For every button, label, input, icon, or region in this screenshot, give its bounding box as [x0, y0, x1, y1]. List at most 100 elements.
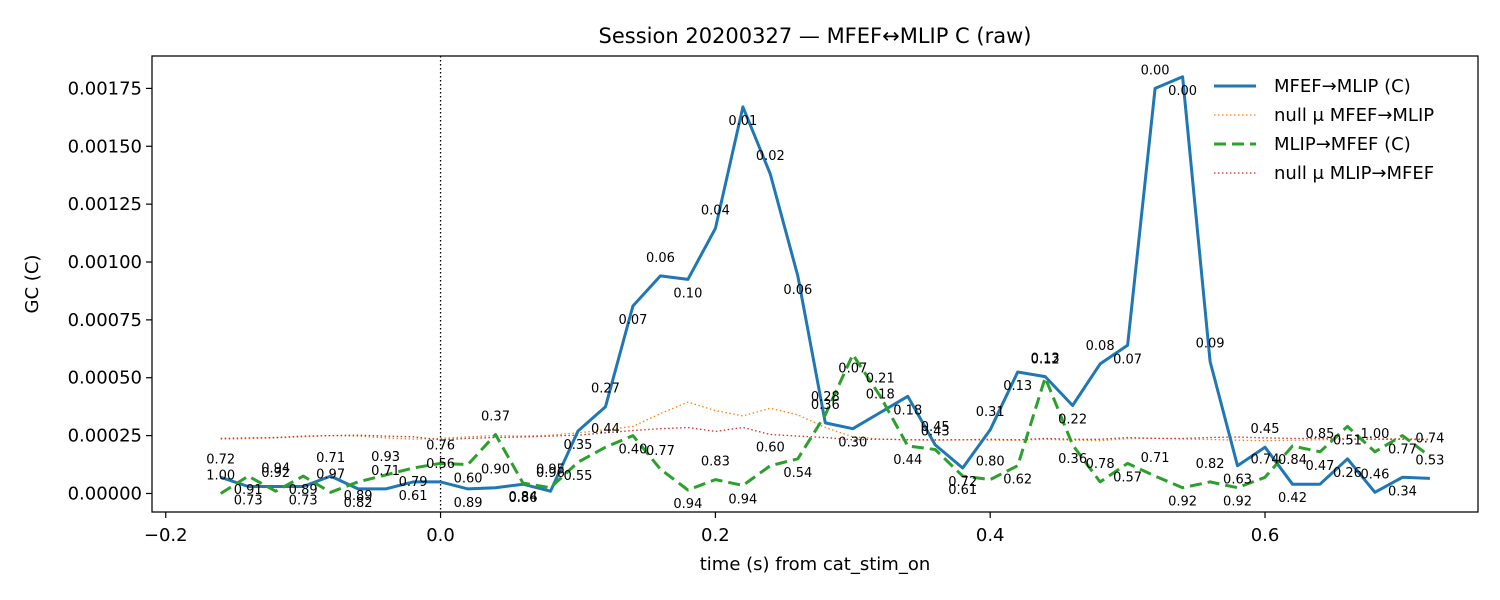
pvalue-label: 0.80 — [976, 455, 1005, 470]
pvalue-label: 0.10 — [673, 286, 702, 301]
y-tick-label: 0.00000 — [68, 483, 142, 504]
pvalue-label: 0.96 — [536, 466, 565, 481]
pvalue-label: 0.60 — [756, 441, 785, 456]
pvalue-label: 0.45 — [1251, 422, 1280, 437]
pvalue-label: 1.00 — [206, 468, 235, 483]
y-tick-label: 0.00075 — [68, 310, 142, 331]
x-tick-label: 0.4 — [976, 525, 1005, 546]
pvalue-label: 0.71 — [316, 451, 345, 466]
pvalue-label: 0.36 — [1058, 452, 1087, 467]
pvalue-label: 0.13 — [1031, 352, 1060, 367]
y-tick-label: 0.00175 — [68, 78, 142, 99]
pvalue-label: 0.55 — [563, 469, 592, 484]
pvalue-label: 0.00 — [1168, 84, 1197, 99]
pvalue-label: 0.36 — [811, 398, 840, 413]
pvalue-label: 0.51 — [1333, 433, 1362, 448]
pvalue-label: 0.40 — [618, 443, 647, 458]
pvalue-label: 0.28 — [811, 390, 840, 405]
y-tick-label: 0.00125 — [68, 194, 142, 215]
legend-label: MLIP→MFEF (C) — [1274, 134, 1411, 155]
y-tick-label: 0.00150 — [68, 136, 142, 157]
pvalue-label: 0.90 — [481, 463, 510, 478]
pvalue-label: 0.82 — [1196, 457, 1225, 472]
pvalue-label: 0.35 — [563, 438, 592, 453]
pvalue-label: 0.91 — [234, 483, 263, 498]
pvalue-label: 0.92 — [1168, 495, 1197, 510]
pvalue-label: 0.18 — [866, 387, 895, 402]
pvalue-label: 0.62 — [1003, 473, 1032, 488]
pvalue-label: 0.77 — [646, 444, 675, 459]
pvalue-label: 0.45 — [921, 420, 950, 435]
pvalue-label: 0.97 — [316, 467, 345, 482]
pvalue-label: 0.93 — [371, 450, 400, 465]
pvalue-label: 0.92 — [1223, 495, 1252, 510]
pvalue-label: 0.07 — [618, 313, 647, 328]
pvalue-label: 0.89 — [344, 489, 373, 504]
pvalue-label: 0.12 — [1031, 353, 1060, 368]
pvalue-label: 0.74 — [1415, 431, 1444, 446]
chart-title: Session 20200327 — MFEF↔MLIP C (raw) — [599, 24, 1032, 48]
axes: −0.2 0.0 0.2 0.4 0.6 0.00000 0.00025 0.00050 0.0… — [68, 78, 1280, 546]
pvalue-label: 0.71 — [371, 464, 400, 479]
pvalue-label: 0.13 — [1003, 379, 1032, 394]
pvalue-label: 0.78 — [1086, 457, 1115, 472]
pvalue-label: 0.77 — [1388, 443, 1417, 458]
pvalue-label: 0.09 — [1196, 337, 1225, 352]
pvalue-label: 0.34 — [1388, 484, 1417, 499]
pvalue-label: 0.71 — [1141, 451, 1170, 466]
pvalue-label: 0.94 — [728, 492, 757, 507]
pvalue-label: 0.44 — [591, 422, 620, 437]
pvalue-label: 0.54 — [783, 466, 812, 481]
series-line-2 — [219, 353, 1431, 495]
y-tick-label: 0.00100 — [68, 252, 142, 273]
x-axis-label: time (s) from cat_stim_on — [700, 554, 931, 575]
pvalue-label: 0.43 — [921, 425, 950, 440]
pvalue-label: 0.84 — [509, 490, 538, 505]
series-line-0 — [220, 75, 1430, 494]
plot-area: 0.72 0.73 0.94 0.73 0.71 0.82 0.71 0.61 0.56 0.89… — [206, 56, 1444, 512]
plot-frame — [151, 55, 1479, 513]
pvalue-label: 0.56 — [426, 457, 455, 472]
pvalue-label: 0.72 — [948, 475, 977, 490]
legend-label: null μ MLIP→MFEF — [1274, 163, 1434, 184]
y-axis-label: GC (C) — [22, 255, 43, 314]
pvalue-label: 0.26 — [1333, 466, 1362, 481]
pvalue-label: 0.22 — [1058, 413, 1087, 428]
x-tick-label: 0.2 — [701, 525, 730, 546]
pvalue-label: 0.79 — [399, 475, 428, 490]
y-tick-label: 0.00050 — [68, 368, 142, 389]
legend-label: null μ MFEF→MLIP — [1274, 105, 1434, 126]
pvalue-label: 0.53 — [1415, 453, 1444, 468]
pvalue-label: 0.73 — [289, 494, 318, 509]
pvalue-label: 0.72 — [206, 452, 235, 467]
pvalue-label: 0.04 — [701, 203, 730, 218]
x-tick-label: −0.2 — [144, 525, 188, 546]
pvalue-label: 0.47 — [1306, 459, 1335, 474]
pvalue-label: 0.01 — [728, 114, 757, 129]
pvalue-label: 0.94 — [673, 497, 702, 512]
pvalue-label: 0.42 — [1278, 491, 1307, 506]
pvalue-label: 0.83 — [701, 455, 730, 470]
pvalue-label: 0.30 — [838, 436, 867, 451]
pvalue-label: 0.46 — [1360, 467, 1389, 482]
pvalue-label: 0.18 — [893, 403, 922, 418]
pvalue-label: 0.89 — [289, 483, 318, 498]
pvalue-label: 0.21 — [866, 371, 895, 386]
pvalue-label: 0.86 — [509, 491, 538, 506]
pvalue-label: 0.27 — [591, 382, 620, 397]
pvalue-label: 0.07 — [1113, 352, 1142, 367]
pvalue-label: 0.37 — [481, 409, 510, 424]
x-tick-label: 0.0 — [426, 525, 455, 546]
pvalue-label: 0.63 — [1223, 473, 1252, 488]
pvalue-label: 0.31 — [976, 405, 1005, 420]
pvalue-label: 0.95 — [536, 463, 565, 478]
pvalue-label: 0.06 — [783, 283, 812, 298]
pvalue-label: 0.61 — [399, 489, 428, 504]
pvalue-label: 1.00 — [1360, 427, 1389, 442]
pvalue-label: 0.85 — [1306, 427, 1335, 442]
series-line-1 — [220, 401, 1430, 442]
pvalue-label: 0.89 — [454, 496, 483, 511]
pvalue-label: 0.92 — [261, 466, 290, 481]
x-tick-label: 0.6 — [1251, 525, 1280, 546]
